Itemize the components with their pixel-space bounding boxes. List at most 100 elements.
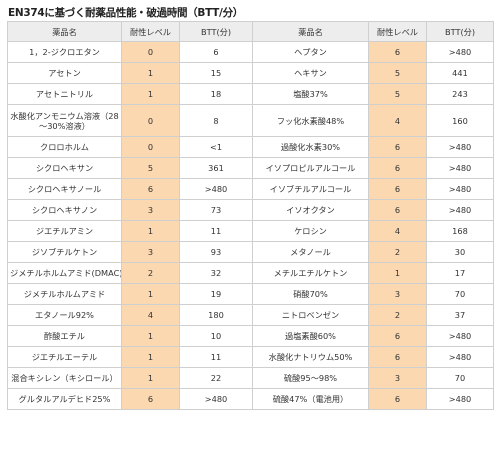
btt-cell: 73 xyxy=(179,199,253,221)
btt-cell: >480 xyxy=(426,178,494,200)
resistance-level-cell: 4 xyxy=(368,220,427,242)
resistance-level-cell: 1 xyxy=(121,346,180,368)
resistance-level-cell: 6 xyxy=(368,325,427,347)
table-row: 1，2-ジクロエタン 0 6 ヘプタン 6 >480 xyxy=(7,41,494,63)
btt-cell: >480 xyxy=(426,346,494,368)
btt-cell: >480 xyxy=(179,388,253,410)
resistance-level-cell: 1 xyxy=(121,83,180,105)
resistance-level-cell: 3 xyxy=(368,367,427,389)
btt-cell: 70 xyxy=(426,283,494,305)
chemical-name-cell: 酢酸エチル xyxy=(7,325,122,347)
resistance-level-cell: 6 xyxy=(121,178,180,200)
btt-cell: <1 xyxy=(179,136,253,158)
chemical-name-cell: イソブチルアルコール xyxy=(252,178,369,200)
resistance-level-cell: 6 xyxy=(368,388,427,410)
header-resistance-level: 耐性レベル xyxy=(121,21,180,42)
btt-cell: 8 xyxy=(179,104,253,137)
chemical-name-cell: フッ化水素酸48% xyxy=(252,104,369,137)
table-row: 混合キシレン（キシロール） 1 22 硫酸95～98% 3 70 xyxy=(7,367,494,389)
chemical-name-cell: 過塩素酸60% xyxy=(252,325,369,347)
chemical-name-cell: メチルエチルケトン xyxy=(252,262,369,284)
chemical-name-cell: ジメチルホルムアミド xyxy=(7,283,122,305)
resistance-level-cell: 0 xyxy=(121,136,180,158)
btt-cell: 18 xyxy=(179,83,253,105)
btt-cell: 19 xyxy=(179,283,253,305)
resistance-level-cell: 1 xyxy=(121,220,180,242)
resistance-level-cell: 1 xyxy=(121,62,180,84)
resistance-level-cell: 5 xyxy=(121,157,180,179)
header-resistance-level: 耐性レベル xyxy=(368,21,427,42)
resistance-level-cell: 4 xyxy=(121,304,180,326)
chemical-name-cell: アセトン xyxy=(7,62,122,84)
table-row: グルタルアルデヒド25% 6 >480 硫酸47%（電池用） 6 >480 xyxy=(7,388,494,410)
btt-cell: 180 xyxy=(179,304,253,326)
resistance-level-cell: 6 xyxy=(368,136,427,158)
chemical-name-cell: 硫酸95～98% xyxy=(252,367,369,389)
table-row: シクロヘキサノール 6 >480 イソブチルアルコール 6 >480 xyxy=(7,178,494,200)
chemical-name-cell: クロロホルム xyxy=(7,136,122,158)
btt-cell: 70 xyxy=(426,367,494,389)
chemical-name-cell: 混合キシレン（キシロール） xyxy=(7,367,122,389)
chemical-name-cell: 1，2-ジクロエタン xyxy=(7,41,122,63)
chemical-resistance-table: 薬品名 耐性レベル BTT(分) 薬品名 耐性レベル BTT(分) 1，2-ジク… xyxy=(7,21,494,410)
resistance-level-cell: 0 xyxy=(121,104,180,137)
table-row: ジエチルアミン 1 11 ケロシン 4 168 xyxy=(7,220,494,242)
resistance-level-cell: 3 xyxy=(368,283,427,305)
table-body: 1，2-ジクロエタン 0 6 ヘプタン 6 >480 アセトン 1 15 ヘキサン 5 441 アセトニ… xyxy=(7,41,494,410)
table-row: アセトン 1 15 ヘキサン 5 441 xyxy=(7,62,494,84)
chemical-name-cell: エタノール92% xyxy=(7,304,122,326)
btt-cell: 22 xyxy=(179,367,253,389)
btt-cell: >480 xyxy=(426,388,494,410)
chemical-name-cell: グルタルアルデヒド25% xyxy=(7,388,122,410)
btt-cell: 6 xyxy=(179,41,253,63)
resistance-level-cell: 2 xyxy=(121,262,180,284)
table-row: ジソブチルケトン 3 93 メタノール 2 30 xyxy=(7,241,494,263)
chemical-name-cell: イソオクタン xyxy=(252,199,369,221)
resistance-level-cell: 3 xyxy=(121,199,180,221)
resistance-level-cell: 4 xyxy=(368,104,427,137)
chemical-name-cell: 硫酸47%（電池用） xyxy=(252,388,369,410)
table-row: ジエチルエーテル 1 11 水酸化ナトリウム50% 6 >480 xyxy=(7,346,494,368)
btt-cell: 243 xyxy=(426,83,494,105)
resistance-level-cell: 3 xyxy=(121,241,180,263)
resistance-level-cell: 0 xyxy=(121,41,180,63)
table-row: エタノール92% 4 180 ニトロベンゼン 2 37 xyxy=(7,304,494,326)
chemical-name-cell: 水酸化ナトリウム50% xyxy=(252,346,369,368)
chemical-name-cell: シクロヘキサン xyxy=(7,157,122,179)
chemical-name-cell: 塩酸37% xyxy=(252,83,369,105)
chemical-name-cell: アセトニトリル xyxy=(7,83,122,105)
btt-cell: 17 xyxy=(426,262,494,284)
btt-cell: >480 xyxy=(426,157,494,179)
chemical-name-cell: ジソブチルケトン xyxy=(7,241,122,263)
resistance-level-cell: 6 xyxy=(368,41,427,63)
table-row: 水酸化アンモニウム溶液（28～30%溶液） 0 8 フッ化水素酸48% 4 160 xyxy=(7,104,494,137)
header-chemical-name: 薬品名 xyxy=(7,21,122,42)
chemical-name-cell: 過酸化水素30% xyxy=(252,136,369,158)
chemical-name-cell: ケロシン xyxy=(252,220,369,242)
table-row: 酢酸エチル 1 10 過塩素酸60% 6 >480 xyxy=(7,325,494,347)
btt-cell: >480 xyxy=(426,325,494,347)
resistance-level-cell: 5 xyxy=(368,62,427,84)
btt-cell: >480 xyxy=(426,199,494,221)
header-btt: BTT(分) xyxy=(179,21,253,42)
chemical-name-cell: 硝酸70% xyxy=(252,283,369,305)
chemical-name-cell: ジエチルエーテル xyxy=(7,346,122,368)
chemical-name-cell: シクロヘキサノール xyxy=(7,178,122,200)
resistance-level-cell: 1 xyxy=(121,283,180,305)
chemical-name-cell: ヘプタン xyxy=(252,41,369,63)
btt-cell: 30 xyxy=(426,241,494,263)
chemical-name-cell: シクロヘキサノン xyxy=(7,199,122,221)
btt-cell: 93 xyxy=(179,241,253,263)
btt-cell: 11 xyxy=(179,346,253,368)
resistance-level-cell: 6 xyxy=(368,178,427,200)
btt-cell: 10 xyxy=(179,325,253,347)
table-row: アセトニトリル 1 18 塩酸37% 5 243 xyxy=(7,83,494,105)
btt-cell: 37 xyxy=(426,304,494,326)
header-chemical-name: 薬品名 xyxy=(252,21,369,42)
resistance-level-cell: 6 xyxy=(121,388,180,410)
page-title: EN374に基づく耐薬品性能・破過時間（BTT/分） xyxy=(8,7,243,19)
resistance-level-cell: 5 xyxy=(368,83,427,105)
header-btt: BTT(分) xyxy=(426,21,494,42)
chemical-name-cell: 水酸化アンモニウム溶液（28～30%溶液） xyxy=(7,104,122,137)
